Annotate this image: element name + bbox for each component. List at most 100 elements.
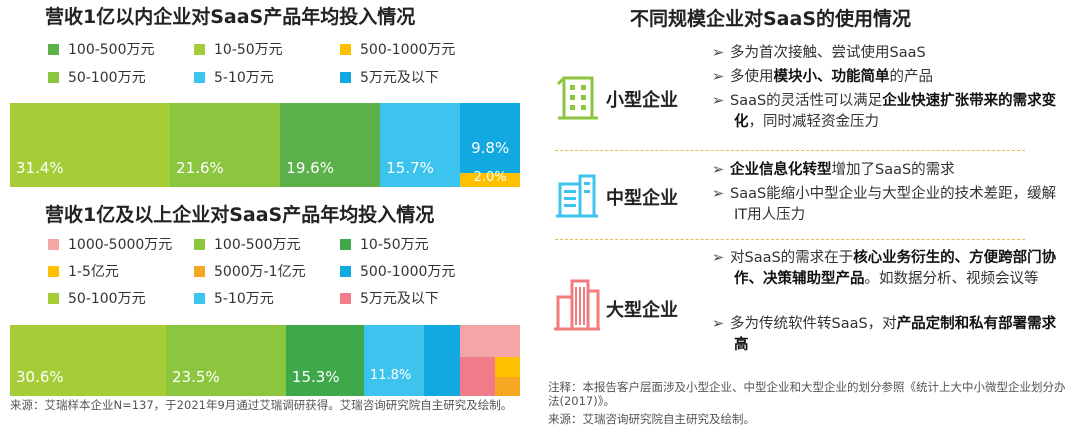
arrow-bullet-icon: ➢: [712, 250, 725, 266]
data-label: 21.6%: [176, 159, 224, 177]
legend-label: 50-100万元: [68, 291, 146, 307]
legend-swatch: [340, 43, 351, 55]
legend-item: 5000万-1亿元: [194, 261, 306, 281]
legend-label: 500-1000万元: [360, 42, 456, 58]
data-label: 9.8%: [471, 139, 510, 157]
legend-item: 1000-5000万元: [48, 234, 172, 254]
legend-label: 10-50万元: [214, 42, 283, 58]
legend-label: 50-100万元: [68, 70, 146, 86]
bullet-text: 。如数据分析、视频会议等: [864, 271, 1039, 287]
bar-segment: [363, 325, 425, 396]
right-note: 注释：本报告客户层面涉及小型企业、中型企业和大型企业的划分参照《统计上大中小微型…: [548, 380, 1066, 408]
legend-label: 5万元及以下: [360, 70, 439, 86]
legend-item: 5-10万元: [194, 67, 274, 87]
left-source: 来源：艾瑞样本企业N=137，于2021年9月通过艾瑞调研获得。艾瑞咨询研究院自…: [10, 398, 513, 412]
bullet-text: SaaS能缩小中型企业与大型企业的技术差距，缓解IT用人压力: [730, 186, 1057, 223]
legend-swatch: [48, 292, 59, 304]
section-bullet: ➢ SaaS的灵活性可以满足企业快速扩张带来的需求变化，同时减轻资金压力: [712, 91, 1069, 133]
legend-item: 50-100万元: [48, 288, 146, 308]
legend-label: 1000-5000万元: [68, 237, 173, 253]
legend-swatch: [48, 43, 59, 55]
bar-segment: [460, 325, 520, 357]
legend-label: 1-5亿元: [68, 264, 119, 280]
right-title: 不同规模企业对SaaS的使用情况: [630, 8, 912, 30]
section-bullet: ➢ 多使用模块小、功能简单的产品: [712, 67, 1069, 88]
data-label: 30.6%: [16, 368, 64, 386]
arrow-bullet-icon: ➢: [712, 162, 725, 178]
legend-item: 100-500万元: [48, 39, 155, 59]
legend-item: 500-1000万元: [340, 261, 455, 281]
section-bullet: ➢ SaaS能缩小中型企业与大型企业的技术差距，缓解IT用人压力: [712, 184, 1069, 226]
arrow-bullet-icon: ➢: [712, 93, 725, 109]
legend-item: 1-5亿元: [48, 261, 119, 281]
bar-segment: [424, 325, 461, 396]
divider: [555, 150, 1025, 151]
legend-swatch: [48, 238, 59, 250]
bullet-text: 多使用: [730, 69, 774, 85]
data-label: 19.6%: [286, 159, 334, 177]
legend-swatch: [48, 71, 59, 83]
small-building-icon: [552, 72, 602, 126]
legend-swatch: [340, 292, 351, 304]
section-bullet: ➢ 对SaaS的需求在于核心业务衍生的、方便跨部门协作、决策辅助型产品。如数据分析…: [712, 248, 1069, 290]
legend-label: 100-500万元: [68, 42, 155, 58]
legend-item: 500-1000万元: [340, 39, 455, 59]
arrow-bullet-icon: ➢: [712, 186, 725, 202]
legend-label: 500-1000万元: [360, 264, 456, 280]
bullet-text: 多为首次接触、尝试使用SaaS: [730, 45, 926, 61]
bullet-emphasis: 产品定制和私有部署需求高: [734, 316, 1057, 353]
bullet-emphasis: 企业快速扩张带来的需求变化: [734, 93, 1057, 130]
data-label: 11.8%: [369, 368, 412, 383]
legend-label: 5-10万元: [214, 291, 274, 307]
section-bullet: ➢ 企业信息化转型增加了SaaS的需求: [712, 160, 1069, 181]
bar-segment: [460, 173, 520, 187]
section-name: 大型企业: [606, 300, 678, 321]
legend-swatch: [194, 238, 205, 250]
legend-item: 5万元及以下: [340, 288, 439, 308]
bar-segment: [10, 325, 167, 396]
chart1-title: 营收1亿以内企业对SaaS产品年均投入情况: [45, 6, 416, 28]
legend-label: 10-50万元: [360, 237, 429, 253]
bar-segment: [494, 357, 520, 377]
large-building-icon: [552, 277, 602, 337]
data-label: 15.7%: [386, 159, 434, 177]
bar-segment: [170, 103, 281, 187]
bar-segment: [460, 357, 495, 396]
bullet-emphasis: 核心业务衍生的、方便跨部门协作、决策辅助型产品: [734, 250, 1057, 287]
data-label: 23.5%: [172, 368, 220, 386]
section-bullet: ➢ 多为首次接触、尝试使用SaaS: [712, 43, 1069, 64]
legend-label: 5000万-1亿元: [214, 264, 306, 280]
data-label: 15.3%: [291, 368, 340, 386]
arrow-bullet-icon: ➢: [712, 316, 725, 332]
legend-item: 5万元及以下: [340, 67, 439, 87]
legend-item: 100-500万元: [194, 234, 301, 254]
data-label: 2.0%: [473, 170, 507, 185]
legend-swatch: [194, 292, 205, 304]
bullet-text: 增加了SaaS的需求: [831, 162, 955, 178]
bar-segment: [460, 103, 520, 173]
bullet-text: 对SaaS的需求在于: [730, 250, 854, 266]
medium-building-icon: [552, 170, 602, 224]
legend-label: 5万元及以下: [360, 291, 439, 307]
divider: [555, 239, 1025, 240]
bullet-emphasis: 企业信息化转型: [730, 162, 832, 178]
legend-label: 5-10万元: [214, 70, 274, 86]
legend-item: 10-50万元: [340, 234, 429, 254]
section-name: 小型企业: [606, 90, 678, 111]
right-source: 来源：艾瑞咨询研究院自主研究及绘制。: [548, 412, 755, 426]
legend-item: 50-100万元: [48, 67, 146, 87]
legend-swatch: [340, 71, 351, 83]
legend-item: 5-10万元: [194, 288, 274, 308]
legend-swatch: [194, 43, 205, 55]
bar-segment: [166, 325, 286, 396]
bullet-text: 多为传统软件转SaaS，对: [730, 316, 897, 332]
section-name: 中型企业: [606, 188, 678, 209]
legend-swatch: [194, 71, 205, 83]
bar-segment: [280, 103, 381, 187]
legend-swatch: [340, 265, 351, 277]
bar-segment: [380, 103, 461, 187]
bar-segment: [285, 325, 364, 396]
legend-swatch: [194, 265, 205, 277]
section-bullet: ➢ 多为传统软件转SaaS，对产品定制和私有部署需求高: [712, 314, 1069, 356]
legend-item: 10-50万元: [194, 39, 283, 59]
